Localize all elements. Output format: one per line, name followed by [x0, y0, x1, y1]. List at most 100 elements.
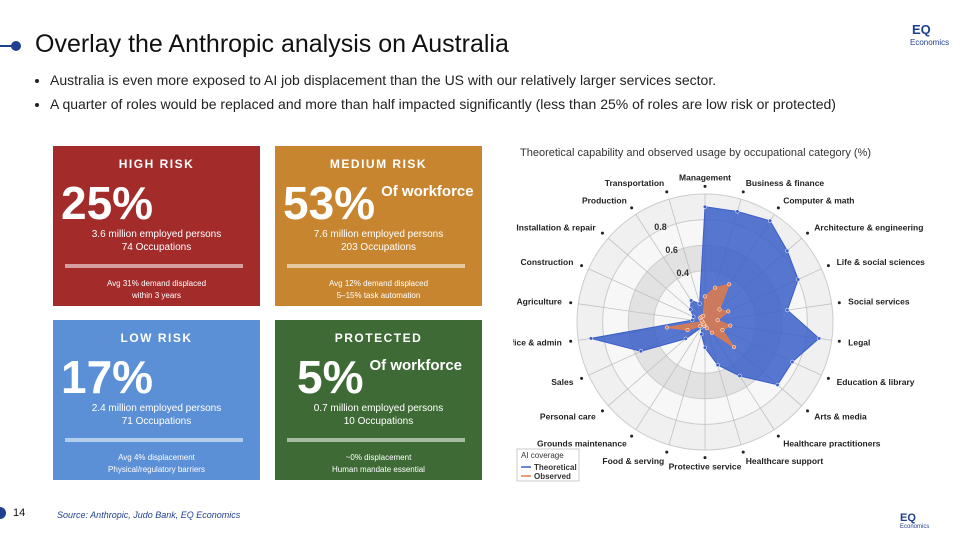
- card-label: MEDIUM RISK: [329, 157, 428, 171]
- series-point: [701, 313, 706, 318]
- category-dot: [806, 231, 810, 235]
- series-point: [691, 314, 696, 319]
- category-dot: [776, 434, 780, 438]
- category-dot: [837, 301, 841, 305]
- risk-card: MEDIUM RISK 53% Of workforce 7.6 million em…: [275, 146, 482, 306]
- category-label: Food & serving: [602, 456, 664, 466]
- series-point: [702, 204, 708, 209]
- category-dot: [826, 376, 830, 380]
- spoke: [588, 268, 706, 323]
- legend-label: Theoretical: [534, 463, 577, 472]
- spoke: [668, 321, 706, 445]
- card-figure: 53%: [283, 177, 376, 229]
- series-point: [688, 307, 693, 312]
- category-dot: [826, 264, 830, 268]
- page-number: 14: [13, 507, 26, 519]
- slide-title: Overlay the Anthropic analysis on Austra…: [35, 30, 509, 58]
- card-note: Human mandate essential: [332, 465, 425, 474]
- category-label: Computer & math: [783, 195, 854, 205]
- card-detail: 71 Occupations: [121, 416, 192, 427]
- bullet: Australia is even more exposed to AI job…: [50, 72, 836, 88]
- category-dot: [569, 339, 573, 343]
- card-notes: Avg 31% demand displaced within 3 years: [53, 278, 260, 302]
- series-point: [715, 318, 720, 323]
- category-dot: [741, 190, 745, 194]
- legend-title: AI coverage: [521, 451, 564, 460]
- series-point: [796, 277, 801, 282]
- card-notes: Avg 12% demand displaced 5–15% task autom…: [275, 278, 482, 302]
- r-tick-label: 0.6: [665, 245, 678, 255]
- card-figure-note: Of workforce: [381, 183, 474, 200]
- source: Source: Anthropic, Judo Bank, EQ Economi…: [57, 510, 241, 520]
- card-figure-note: Of workforce: [369, 357, 463, 374]
- category-label: Education & library: [837, 377, 915, 387]
- series-point: [735, 209, 740, 214]
- card-label: PROTECTED: [334, 331, 423, 345]
- series-point: [775, 382, 780, 387]
- category-dot: [665, 450, 669, 454]
- bullet-list: Australia is even more exposed to AI job…: [30, 72, 836, 120]
- r-tick-label: 0.8: [654, 222, 667, 232]
- series-point: [728, 323, 733, 328]
- category-dot: [600, 409, 604, 413]
- card-note: within 3 years: [132, 291, 181, 300]
- logo-mark: EQ: [900, 512, 916, 524]
- decoration: [11, 41, 21, 51]
- category-dot: [703, 456, 707, 460]
- card-details: 7.6 million employed persons 203 Occupati…: [275, 228, 482, 254]
- series-point: [664, 325, 670, 330]
- category-label: Agriculture: [516, 296, 562, 306]
- category-label: Installation & repair: [516, 222, 596, 232]
- category-dot: [837, 339, 841, 343]
- category-dot: [806, 409, 810, 413]
- card-note: 5–15% task automation: [336, 291, 421, 300]
- logo-name: Economics: [910, 38, 950, 47]
- category-dot: [630, 206, 634, 210]
- category-label: Protective service: [669, 462, 742, 472]
- category-dot: [580, 376, 584, 380]
- category-dot: [665, 190, 669, 194]
- category-dot: [569, 301, 573, 305]
- card-details: 3.6 million employed persons 74 Occupatio…: [53, 228, 260, 254]
- series-point: [785, 308, 790, 313]
- risk-card: PROTECTED 5% Of workforce 0.7 million emplo…: [275, 320, 482, 480]
- legend-label: Observed: [534, 472, 571, 481]
- category-label: Grounds maintenance: [537, 439, 627, 449]
- series-point: [767, 218, 773, 223]
- series-point: [702, 294, 708, 299]
- card-note: Avg 12% demand displaced: [328, 279, 429, 288]
- r-tick-label: 0.4: [676, 268, 689, 278]
- series-point: [816, 336, 822, 341]
- card-notes: ~0% displacement Human mandate essential: [275, 452, 482, 476]
- card-label: HIGH RISK: [118, 157, 195, 171]
- card-figure: 17%: [61, 351, 154, 403]
- series-point: [685, 327, 690, 333]
- card-detail: 74 Occupations: [121, 242, 192, 253]
- radar-chart: Theoretical capability and observed usag…: [513, 147, 926, 482]
- card-detail: 0.7 million employed persons: [313, 403, 444, 414]
- category-label: Transportation: [605, 178, 665, 188]
- series-point: [690, 318, 695, 323]
- series-point: [683, 336, 688, 341]
- card-details: 0.7 million employed persons 10 Occupatio…: [275, 402, 482, 428]
- spoke: [578, 303, 706, 323]
- category-label: Management: [679, 172, 731, 182]
- category-label: Life & social sciences: [837, 257, 926, 267]
- chart-title: Theoretical capability and observed usag…: [520, 147, 871, 159]
- series-point: [702, 345, 708, 350]
- category-label: Production: [582, 195, 627, 205]
- series-point: [790, 359, 795, 364]
- series-point: [697, 301, 702, 306]
- bullet: A quarter of roles would be replaced and…: [50, 96, 836, 112]
- spoke: [668, 199, 706, 323]
- spoke: [635, 321, 706, 430]
- decoration: [0, 507, 6, 519]
- series-point: [785, 248, 790, 253]
- card-note: Avg 31% demand displaced: [106, 279, 207, 288]
- logo-name: Economics: [900, 524, 930, 530]
- category-label: Business & finance: [746, 178, 825, 188]
- series-point: [720, 327, 725, 333]
- series-point: [737, 373, 742, 378]
- category-label: Architecture & engineering: [814, 222, 923, 232]
